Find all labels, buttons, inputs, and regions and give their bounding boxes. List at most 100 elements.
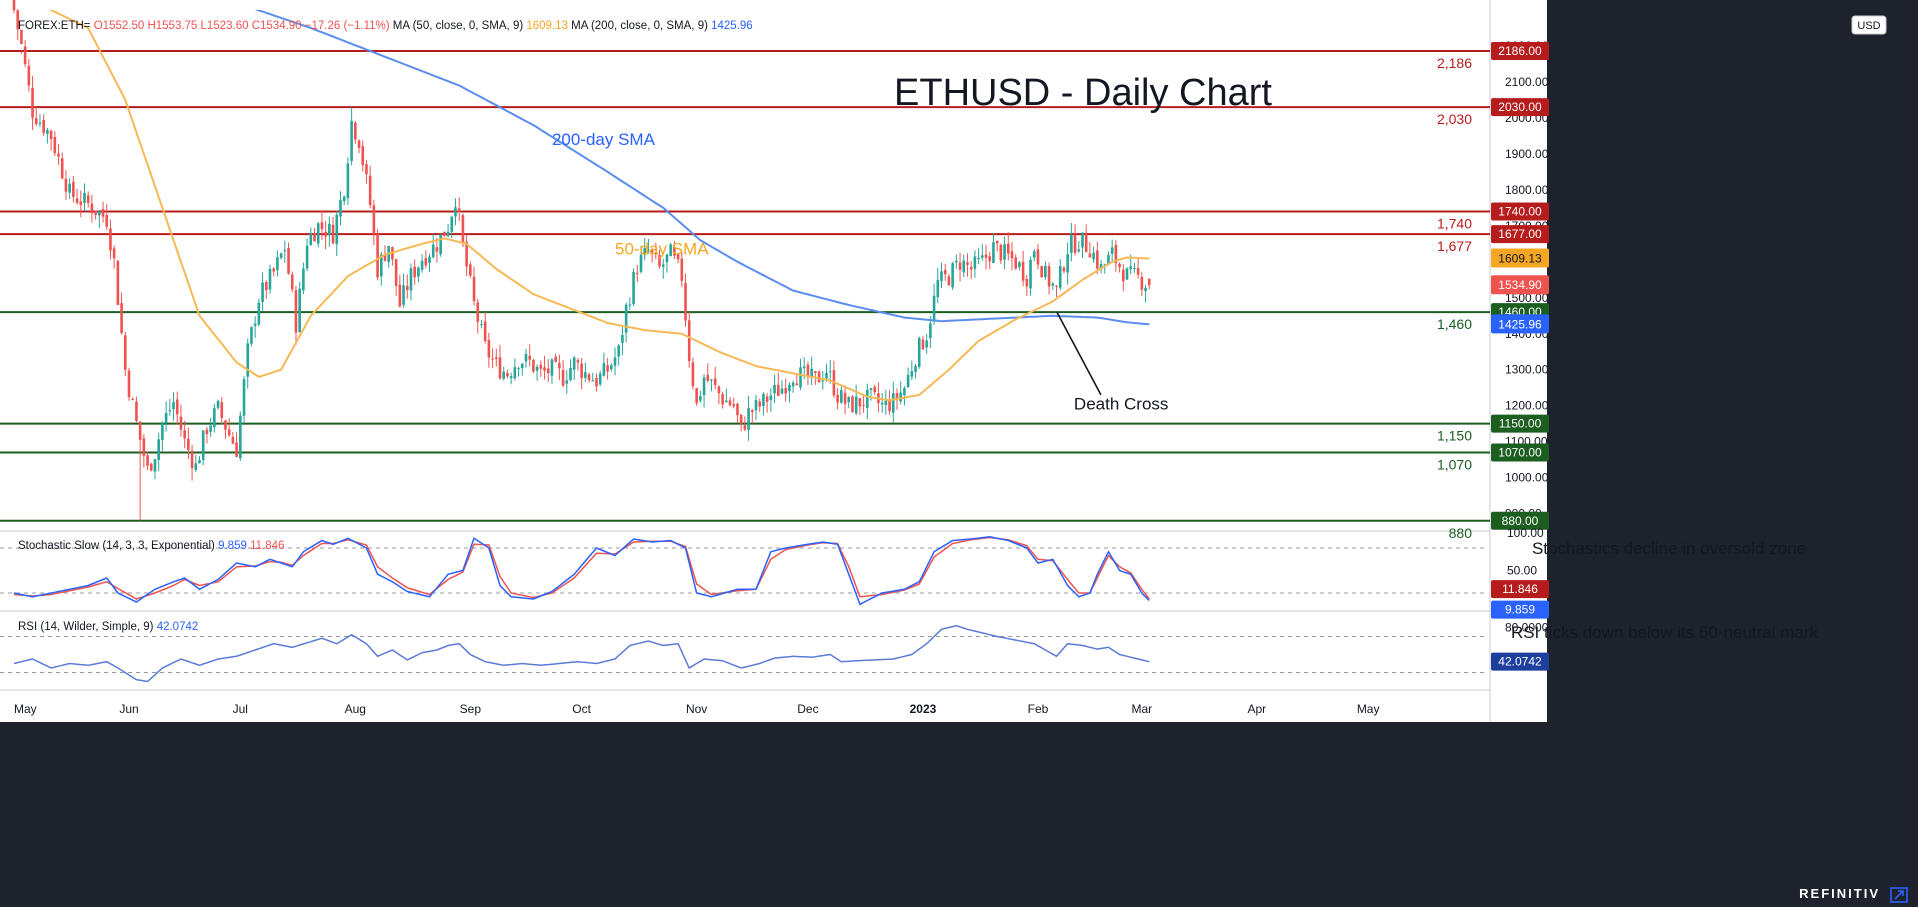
candle-body [168,410,172,412]
candle-body [487,339,491,358]
candle-body [535,366,539,371]
candle-body [346,163,350,199]
candle-body [161,423,164,440]
candle-body [598,373,602,385]
rsi-annotation: RSI ticks down below its 50-neutral mark [1511,623,1819,642]
sma50-annotation: 50-day SMA [615,240,709,259]
stochastic-pane [0,536,1487,606]
level-label: 1,070 [1437,456,1472,472]
candle-body [543,367,546,371]
candle-body [75,198,79,203]
candle-body [595,377,598,387]
candle-body [1058,266,1062,288]
candle-body [821,380,825,382]
price-tag [1491,314,1549,334]
candle-body [687,320,691,361]
candle-body [483,321,487,342]
candle-body [16,10,20,30]
candle-body [847,396,851,403]
candle-body [747,407,750,430]
candle-body [613,357,617,366]
candle-body [172,402,175,410]
candle-body [1144,287,1147,291]
candle-body [309,233,313,245]
candle-body [925,340,928,348]
candle-body [1025,278,1029,287]
legend-item: FOREX:ETH= [18,20,94,32]
candle-body [354,122,357,140]
candle-body [1110,247,1114,254]
candle-body [854,396,858,414]
candle-body [283,250,287,252]
candle-body [31,87,34,118]
candle-body [736,403,739,416]
candle-body [943,269,947,275]
x-tick-label: Feb [1028,702,1049,716]
candle-body [572,357,576,370]
stoch-d-line [13,536,1150,600]
price-tag-text: 1534.90 [1498,278,1542,292]
candle-body [495,357,498,359]
legend-item: O1552.50 [94,20,148,32]
candle-body [68,183,71,193]
rsi-legend: RSI (14, Wilder, Simple, 9) 42.0742 [18,621,198,633]
level-tag [1491,414,1549,433]
candle-body [127,370,131,398]
legend-item: 1425.96 [711,20,753,32]
candle-body [1029,259,1032,289]
main-pane [0,0,1490,522]
level-tag [1491,42,1549,61]
candle-body [906,374,910,387]
candle-body [561,369,565,386]
candle-body [673,246,676,256]
candle-body [224,420,227,430]
candle-body [164,412,168,424]
candle-body [53,137,57,154]
candle-body [1099,264,1103,270]
candle-body [231,436,235,444]
candle-body [624,304,628,333]
death-cross-annotation: Death Cross [1074,394,1168,413]
candle-body [962,260,966,273]
candle-body [910,371,914,377]
x-tick-label: May [1357,702,1380,716]
candle-body [884,399,888,406]
candle-body [762,393,765,406]
candle-body [695,388,698,404]
candle-body [1066,254,1069,273]
candle-body [532,359,535,372]
candle-body [105,215,109,227]
candle-body [617,345,621,357]
candle-body [131,399,135,401]
candle-body [372,205,376,235]
candle-body [420,260,424,270]
candle-body [999,244,1003,261]
candle-body [443,231,446,237]
candle-body [1084,234,1088,252]
candle-body [825,372,828,379]
candle-body [153,459,157,472]
candle-body [198,460,201,464]
candle-body [806,364,810,378]
chart-title: ETHUSD - Daily Chart [894,72,1272,114]
candle-body [576,360,580,363]
candle-body [1036,249,1040,265]
candle-body [866,389,869,408]
currency-button[interactable] [1851,15,1887,35]
candle-body [528,355,531,360]
candle-body [439,234,442,255]
candle-body [250,327,253,344]
candle-body [383,254,387,261]
y-tick-label: 1500.00 [1505,291,1549,305]
x-tick-label: Jul [233,702,248,716]
level-label: 1,460 [1437,316,1472,332]
candle-body [424,258,428,266]
candle-body [654,253,658,255]
candle-body [550,359,554,376]
rsi-tag-text: 42.0742 [1498,655,1542,669]
rsi-tag [1491,652,1549,671]
candle-body [828,371,832,373]
candle-body [1032,251,1036,258]
